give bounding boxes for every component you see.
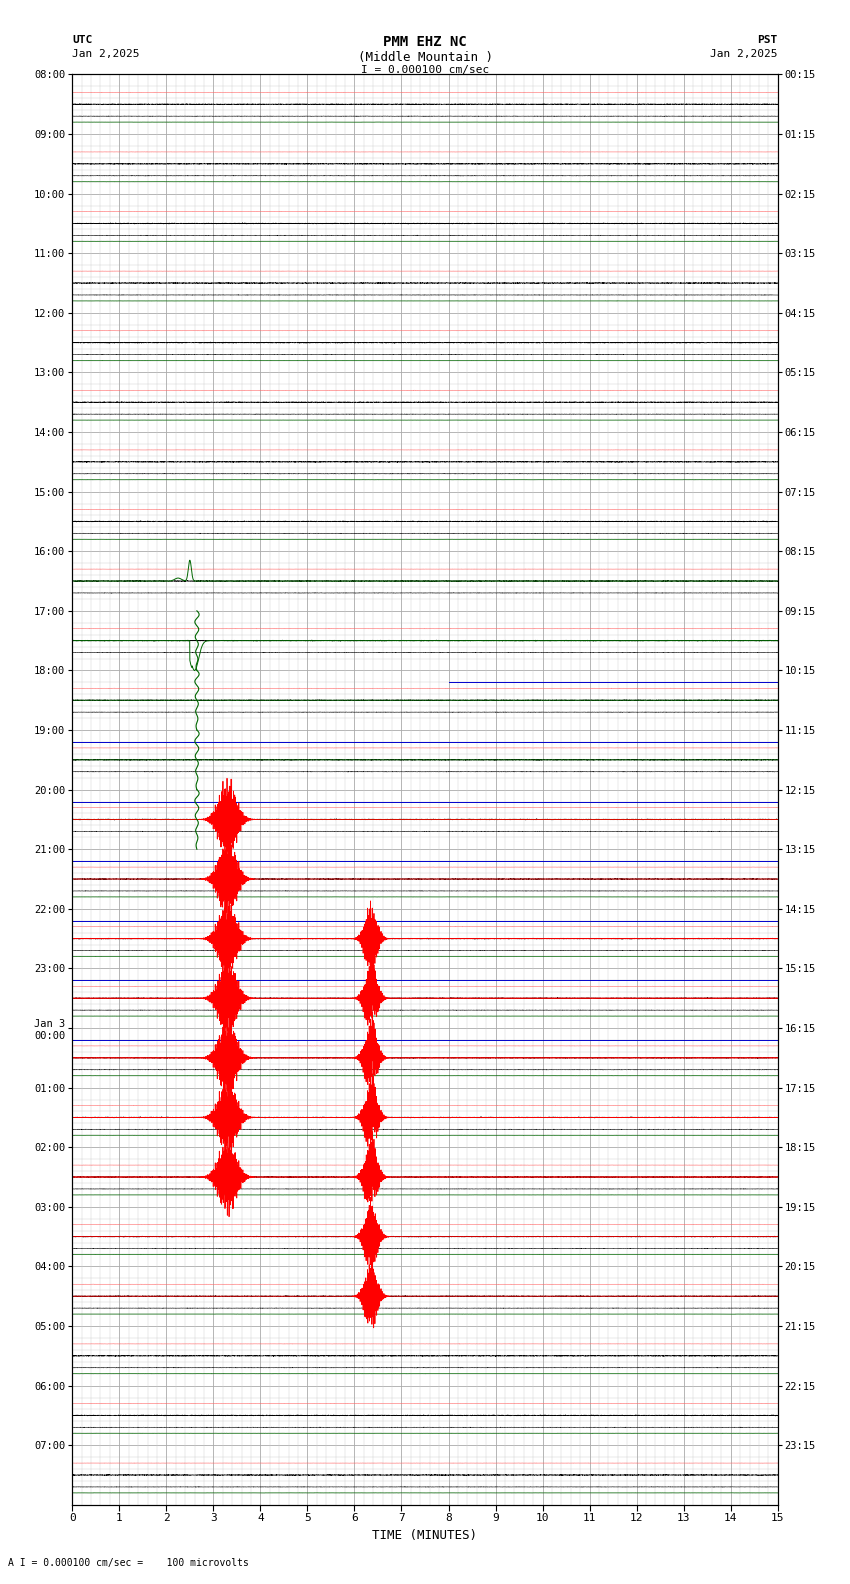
- Text: Jan 2,2025: Jan 2,2025: [72, 49, 139, 59]
- Text: (Middle Mountain ): (Middle Mountain ): [358, 51, 492, 63]
- Text: UTC: UTC: [72, 35, 93, 44]
- Text: Jan 2,2025: Jan 2,2025: [711, 49, 778, 59]
- Text: I = 0.000100 cm/sec: I = 0.000100 cm/sec: [361, 65, 489, 74]
- Text: PST: PST: [757, 35, 778, 44]
- Text: A I = 0.000100 cm/sec =    100 microvolts: A I = 0.000100 cm/sec = 100 microvolts: [8, 1559, 249, 1568]
- Text: PMM EHZ NC: PMM EHZ NC: [383, 35, 467, 49]
- X-axis label: TIME (MINUTES): TIME (MINUTES): [372, 1529, 478, 1541]
